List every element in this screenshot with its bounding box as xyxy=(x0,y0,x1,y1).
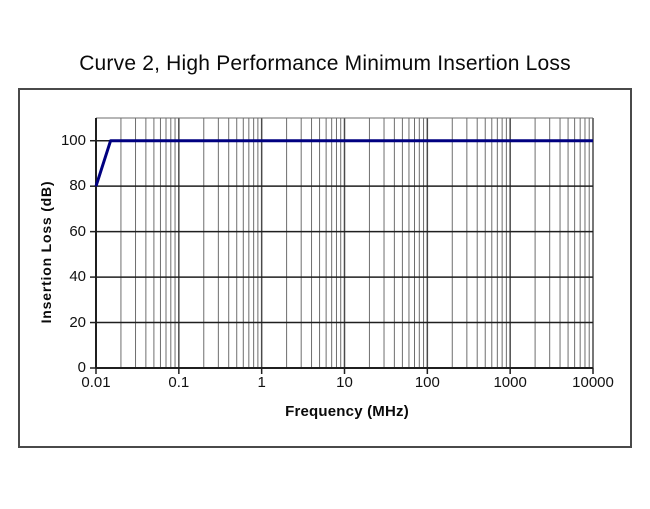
y-tick-label: 0 xyxy=(77,359,86,376)
chart-title: Curve 2, High Performance Minimum Insert… xyxy=(79,52,571,75)
chart-frame xyxy=(18,88,632,448)
x-tick-label: 10000 xyxy=(572,374,614,391)
x-tick-label: 1000 xyxy=(493,374,527,391)
y-tick-label: 100 xyxy=(60,131,86,149)
x-axis-title: Frequency (MHz) xyxy=(285,403,409,420)
y-tick-label: 20 xyxy=(69,313,86,331)
x-tick-label: 0.01 xyxy=(81,374,111,391)
x-tick-label: 10 xyxy=(336,374,353,391)
x-tick-label: 100 xyxy=(414,374,440,391)
y-tick-label: 40 xyxy=(69,268,86,286)
x-tick-label: 0.1 xyxy=(168,374,190,391)
insertion-loss-curve xyxy=(94,139,593,187)
y-tick-label: 60 xyxy=(69,222,86,240)
y-tick-label: 80 xyxy=(69,177,86,195)
x-tick-label: 1 xyxy=(257,374,266,391)
